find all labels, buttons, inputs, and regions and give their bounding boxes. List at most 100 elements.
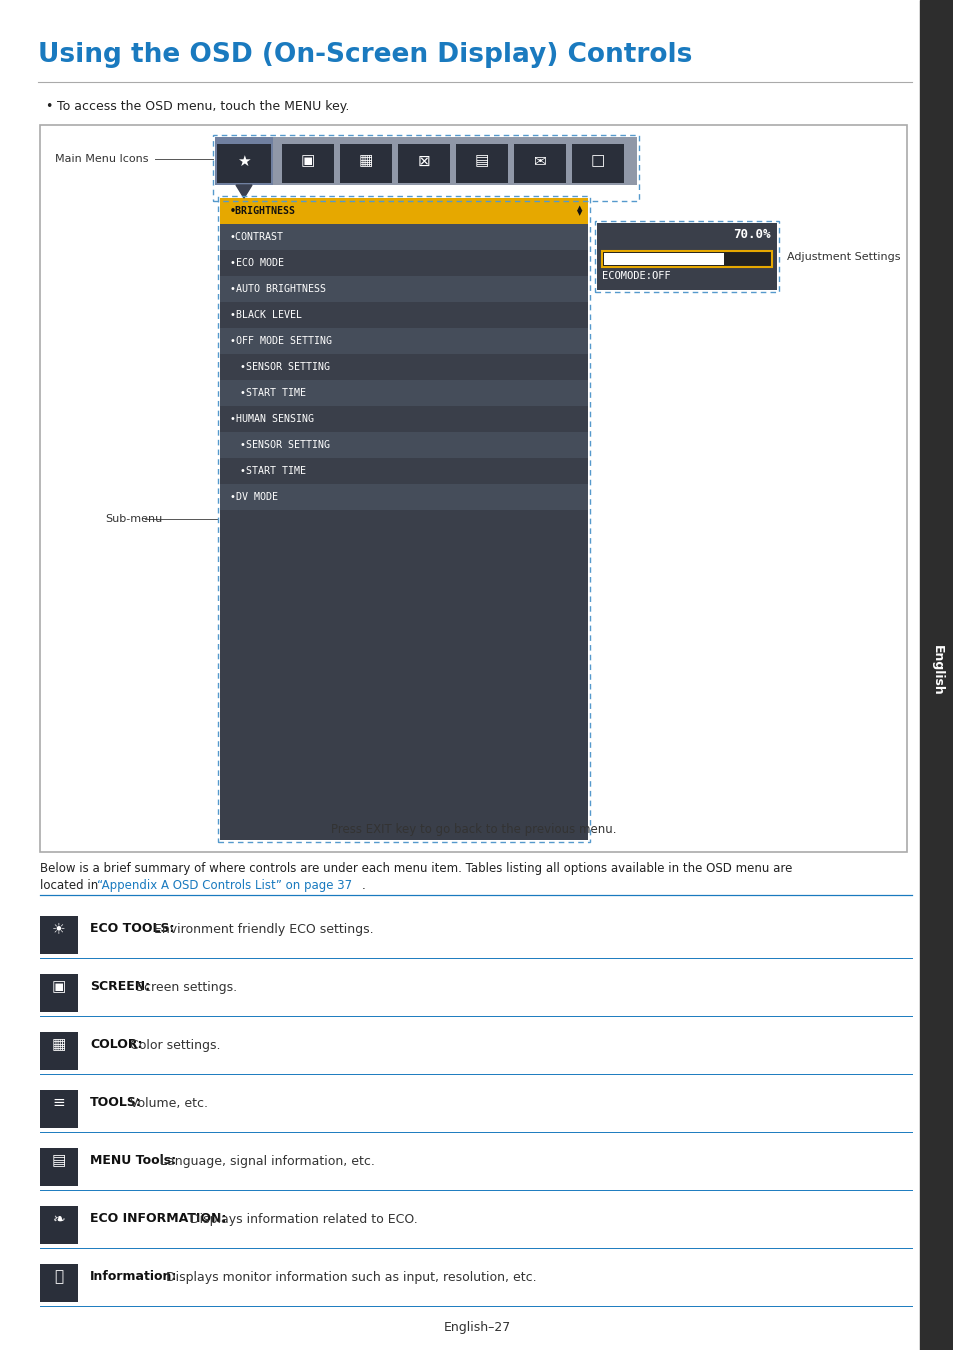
Text: •SENSOR SETTING: •SENSOR SETTING bbox=[240, 362, 330, 373]
Text: •BRIGHTNESS: •BRIGHTNESS bbox=[230, 207, 295, 216]
Text: ▤: ▤ bbox=[51, 1153, 66, 1169]
Text: English–27: English–27 bbox=[443, 1322, 510, 1335]
Text: □: □ bbox=[590, 154, 604, 169]
Bar bbox=[220, 485, 587, 510]
Text: COLOR:: COLOR: bbox=[90, 1038, 142, 1052]
Text: •SENSOR SETTING: •SENSOR SETTING bbox=[240, 440, 330, 450]
Bar bbox=[220, 354, 587, 379]
Bar bbox=[220, 379, 587, 406]
Bar bbox=[40, 973, 78, 1012]
Text: .: . bbox=[361, 879, 365, 892]
Text: ▦: ▦ bbox=[51, 1038, 66, 1053]
Bar bbox=[220, 224, 587, 250]
Bar bbox=[220, 275, 587, 302]
Text: “Appendix A OSD Controls List” on page 37: “Appendix A OSD Controls List” on page 3… bbox=[97, 879, 352, 892]
Text: •: • bbox=[45, 100, 52, 113]
Text: MENU Tools:: MENU Tools: bbox=[90, 1154, 176, 1168]
Bar bbox=[214, 136, 273, 185]
Bar bbox=[456, 144, 507, 184]
Bar bbox=[220, 302, 587, 328]
Text: Information:: Information: bbox=[90, 1270, 177, 1284]
Bar bbox=[595, 221, 779, 292]
Text: 70.0%: 70.0% bbox=[733, 228, 770, 242]
Text: To access the OSD menu, touch the MENU key.: To access the OSD menu, touch the MENU k… bbox=[57, 100, 349, 113]
Text: ▲
▼: ▲ ▼ bbox=[577, 205, 582, 216]
Text: •START TIME: •START TIME bbox=[240, 387, 306, 398]
Polygon shape bbox=[235, 185, 252, 198]
Text: Below is a brief summary of where controls are under each menu item. Tables list: Below is a brief summary of where contro… bbox=[40, 863, 792, 875]
Bar bbox=[603, 252, 722, 265]
Text: ▦: ▦ bbox=[358, 154, 373, 169]
Bar bbox=[220, 354, 587, 379]
Text: ▣: ▣ bbox=[51, 980, 66, 995]
Bar bbox=[213, 135, 639, 201]
Bar bbox=[339, 144, 392, 184]
Text: ⎙: ⎙ bbox=[54, 1269, 64, 1284]
Bar bbox=[220, 379, 587, 406]
Bar bbox=[40, 1206, 78, 1243]
Bar bbox=[220, 302, 587, 328]
Bar bbox=[220, 406, 587, 432]
Text: English: English bbox=[929, 645, 943, 695]
Bar bbox=[220, 328, 587, 354]
Bar bbox=[216, 144, 271, 184]
Text: Color settings.: Color settings. bbox=[126, 1038, 220, 1052]
Bar bbox=[214, 136, 637, 185]
Bar bbox=[40, 126, 906, 852]
Text: located in: located in bbox=[40, 879, 102, 892]
Bar bbox=[220, 328, 587, 354]
Text: Using the OSD (On-Screen Display) Controls: Using the OSD (On-Screen Display) Contro… bbox=[38, 42, 692, 68]
Bar bbox=[597, 223, 776, 290]
Text: •AUTO BRIGHTNESS: •AUTO BRIGHTNESS bbox=[230, 284, 326, 294]
Bar bbox=[919, 0, 953, 1350]
Text: ▣: ▣ bbox=[300, 154, 314, 169]
Text: Adjustment Settings: Adjustment Settings bbox=[786, 251, 900, 262]
Text: •CONTRAST: •CONTRAST bbox=[230, 232, 284, 242]
Bar bbox=[220, 198, 587, 224]
Bar bbox=[220, 250, 587, 275]
Text: ECOMODE:OFF: ECOMODE:OFF bbox=[601, 271, 670, 281]
Bar bbox=[220, 406, 587, 432]
Text: ☀: ☀ bbox=[52, 922, 66, 937]
Text: ECO TOOLS:: ECO TOOLS: bbox=[90, 922, 174, 936]
Text: ECO INFORMATION:: ECO INFORMATION: bbox=[90, 1212, 226, 1226]
Bar bbox=[220, 198, 587, 224]
Bar bbox=[514, 144, 565, 184]
Bar bbox=[220, 250, 587, 275]
Text: ❧: ❧ bbox=[52, 1211, 66, 1227]
Bar bbox=[601, 251, 771, 267]
Text: •ECO MODE: •ECO MODE bbox=[230, 258, 284, 269]
Bar bbox=[218, 196, 589, 842]
Bar bbox=[220, 458, 587, 485]
Text: Press EXIT key to go back to the previous menu.: Press EXIT key to go back to the previou… bbox=[331, 824, 616, 837]
Text: Main Menu Icons: Main Menu Icons bbox=[55, 154, 149, 163]
Text: ✉: ✉ bbox=[533, 154, 546, 169]
Bar bbox=[40, 917, 78, 954]
Text: Sub-menu: Sub-menu bbox=[105, 514, 162, 524]
Bar bbox=[40, 1031, 78, 1071]
Text: Volume, etc.: Volume, etc. bbox=[126, 1096, 208, 1110]
Bar bbox=[572, 144, 623, 184]
Bar bbox=[220, 275, 587, 302]
Text: ⊠: ⊠ bbox=[417, 154, 430, 169]
Bar bbox=[220, 432, 587, 458]
Bar bbox=[220, 224, 587, 250]
Text: ≡: ≡ bbox=[52, 1095, 66, 1111]
Bar bbox=[220, 485, 587, 510]
Bar bbox=[40, 1089, 78, 1129]
Text: Displays monitor information such as input, resolution, etc.: Displays monitor information such as inp… bbox=[162, 1270, 536, 1284]
Bar bbox=[282, 144, 334, 184]
Text: •HUMAN SENSING: •HUMAN SENSING bbox=[230, 414, 314, 424]
Text: ★: ★ bbox=[237, 154, 251, 169]
Text: ▤: ▤ bbox=[475, 154, 489, 169]
Text: •BLACK LEVEL: •BLACK LEVEL bbox=[230, 310, 302, 320]
Text: TOOLS:: TOOLS: bbox=[90, 1096, 142, 1110]
Text: •DV MODE: •DV MODE bbox=[230, 491, 277, 502]
Bar bbox=[220, 198, 587, 840]
Text: SCREEN:: SCREEN: bbox=[90, 980, 150, 994]
Text: Displays information related to ECO.: Displays information related to ECO. bbox=[186, 1212, 417, 1226]
Bar bbox=[397, 144, 450, 184]
Text: Environment friendly ECO settings.: Environment friendly ECO settings. bbox=[150, 922, 374, 936]
Bar bbox=[220, 458, 587, 485]
Text: •START TIME: •START TIME bbox=[240, 466, 306, 477]
